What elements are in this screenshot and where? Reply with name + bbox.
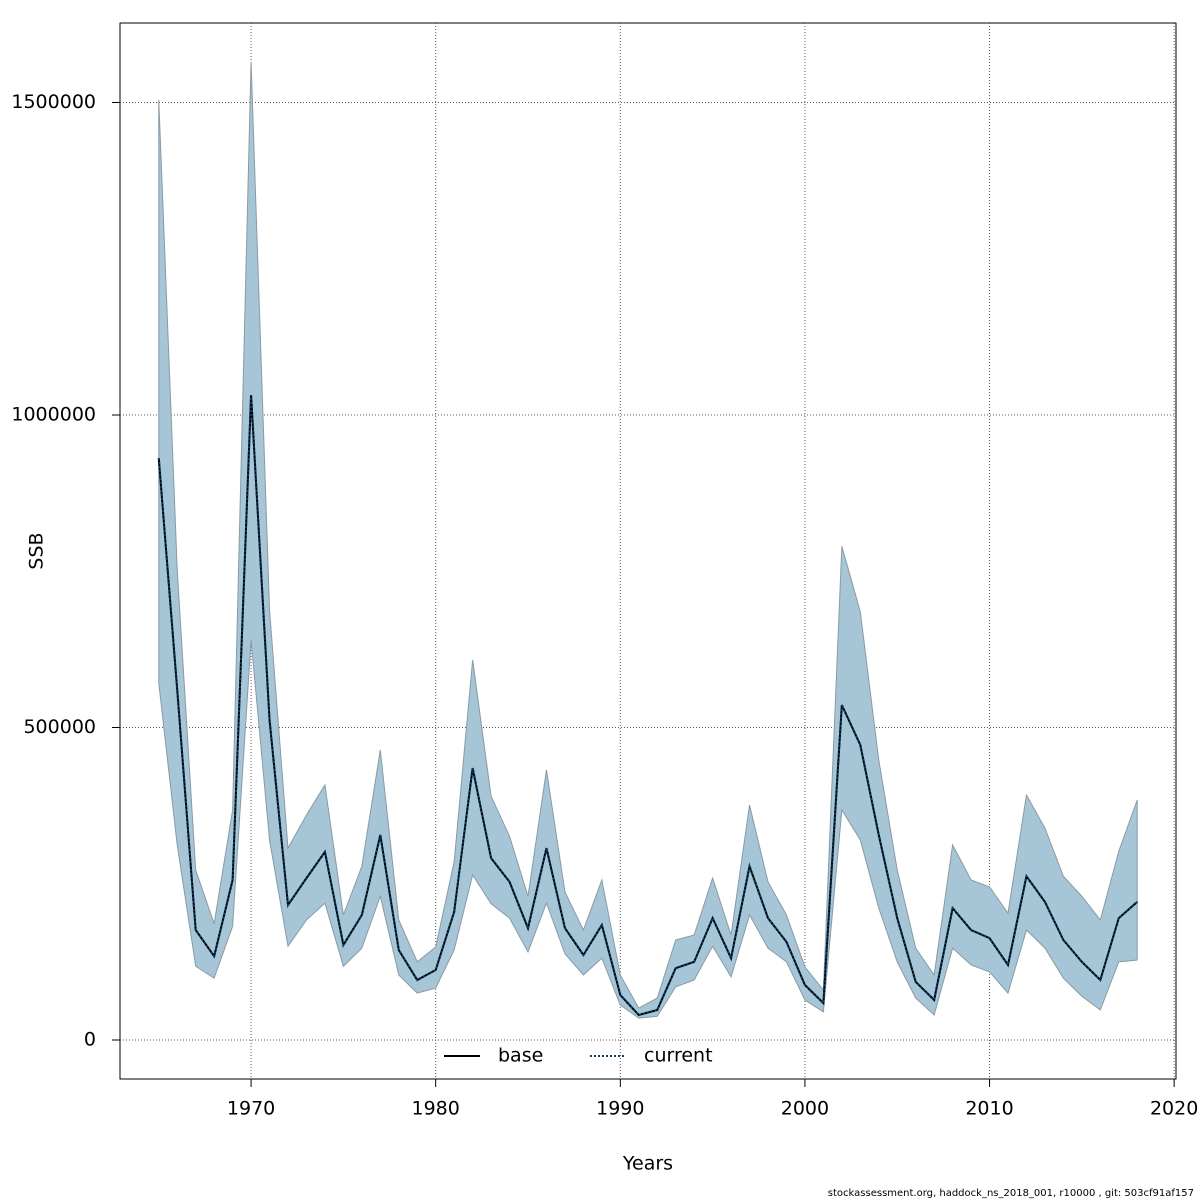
plot-frame: [119, 22, 1177, 1080]
legend-label: base: [498, 1045, 543, 1067]
y-axis-label: SSB: [26, 532, 48, 569]
x-tick-label: 1980: [412, 1098, 460, 1120]
y-tick-label: 1500000: [11, 91, 96, 113]
footnote: stockassessment.org, haddock_ns_2018_001…: [828, 1188, 1194, 1199]
y-tick-label: 1000000: [11, 404, 96, 426]
x-tick-label: 2020: [1150, 1098, 1198, 1120]
x-tick-label: 2000: [781, 1098, 829, 1120]
series-line: [157, 394, 1138, 1017]
x-axis-label: Years: [622, 1153, 673, 1175]
x-tick-label: 2010: [965, 1098, 1013, 1120]
x-tick-label: 1990: [596, 1098, 644, 1120]
confidence-band: [158, 61, 1138, 1019]
x-tick-label: 1970: [227, 1098, 275, 1120]
y-tick-label: 500000: [23, 716, 96, 738]
legend-label: current: [644, 1045, 713, 1067]
y-tick-label: 0: [84, 1029, 96, 1051]
